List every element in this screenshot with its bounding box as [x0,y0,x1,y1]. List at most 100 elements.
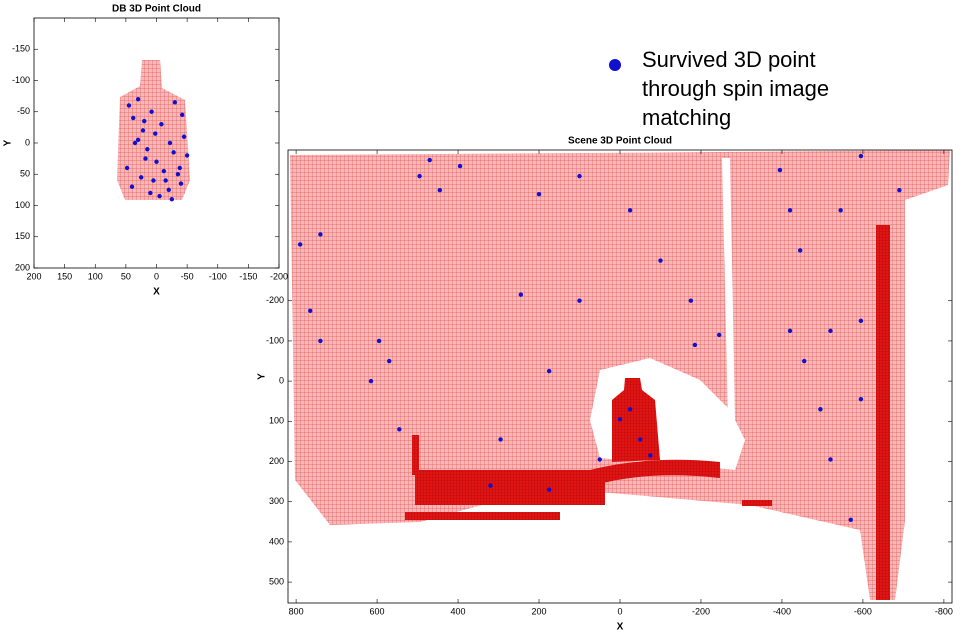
data-point [577,298,582,303]
x-tick-label: 0 [617,606,622,616]
data-point [498,437,503,442]
scene-gap [722,158,735,420]
data-point [140,128,146,133]
x-tick-label: -150 [239,271,257,281]
data-point [166,187,171,193]
data-point [376,338,382,344]
y-tick-label: 200 [15,262,30,272]
y-tick-label: 50 [20,169,30,179]
data-point [848,517,853,522]
y-tick-label: 100 [15,200,30,210]
y-tick-label: 200 [269,456,284,466]
data-point [437,187,443,193]
x-tick-label: 50 [121,271,131,281]
x-tick-label: 400 [451,606,466,616]
data-point [617,417,623,422]
data-point [546,487,552,492]
y-tick-label: 150 [15,231,30,241]
data-point [145,147,150,152]
data-point [149,109,154,114]
data-point [417,173,422,179]
data-point [797,248,803,253]
table-base [405,512,560,520]
small-object [742,500,772,506]
data-point [172,100,178,105]
y-tick-label: -200 [266,295,284,305]
data-point [161,168,167,174]
data-point [132,140,138,146]
data-point [828,328,833,334]
chart-title: Scene 3D Point Cloud [568,136,672,147]
data-point [143,156,148,161]
y-tick-label: 400 [269,536,284,546]
data-point [180,112,185,118]
data-point [318,232,323,237]
data-point [787,208,793,213]
data-point [154,159,159,164]
data-point [627,208,633,213]
x-tick-label: -50 [181,271,194,281]
data-point [427,157,432,163]
y-tick-label: -100 [12,75,30,85]
data-point [818,407,823,412]
y-tick-label: -50 [17,106,30,116]
data-point [169,197,175,202]
table-arc [590,459,720,485]
data-point [157,193,162,199]
data-point [177,165,182,171]
data-point [153,131,158,136]
data-point [802,358,807,364]
x-tick-label: -600 [854,606,872,616]
data-point [167,140,173,146]
data-point [488,483,493,488]
legend-label: Survived 3D point through spin image mat… [642,47,830,130]
data-point [658,258,663,263]
data-point [397,427,402,432]
y-axis-label: Y [3,139,14,146]
data-point [838,208,843,213]
data-point [142,118,147,124]
x-tick-label: -200 [692,606,710,616]
data-point [858,318,864,324]
data-point [131,115,136,121]
data-point [135,97,141,102]
data-point [577,173,582,179]
x-axis-label: X [617,622,624,633]
y-tick-label: 500 [269,576,284,586]
x-tick-label: -400 [773,606,791,616]
data-point [638,437,643,442]
x-tick-label: 200 [26,271,41,281]
data-point [828,457,833,462]
data-point [297,242,303,247]
data-point [126,103,132,108]
data-point [308,308,313,313]
data-point [159,122,164,127]
data-point [627,407,633,412]
data-point [387,358,392,364]
data-point [148,190,153,196]
pole [876,225,890,600]
table-leg [412,435,419,475]
x-tick-label: -200 [270,271,288,281]
y-tick-label: 100 [269,416,284,426]
x-tick-label: -800 [935,606,953,616]
x-tick-label: 800 [289,606,304,616]
data-point [457,163,463,169]
x-tick-label: 150 [57,271,72,281]
data-point [151,178,156,183]
y-tick-label: 300 [269,496,284,506]
y-tick-label: 0 [279,375,284,385]
data-point [597,457,602,462]
x-tick-label: 0 [154,271,159,281]
data-point [124,165,130,171]
data-point [897,187,902,193]
data-point [163,178,168,183]
data-point [184,153,190,158]
y-tick-label: -150 [12,44,30,54]
chart-title: DB 3D Point Cloud [112,4,201,15]
y-axis-label: Y [257,373,268,380]
data-point [318,338,323,344]
data-point [178,181,184,186]
table [415,470,605,505]
